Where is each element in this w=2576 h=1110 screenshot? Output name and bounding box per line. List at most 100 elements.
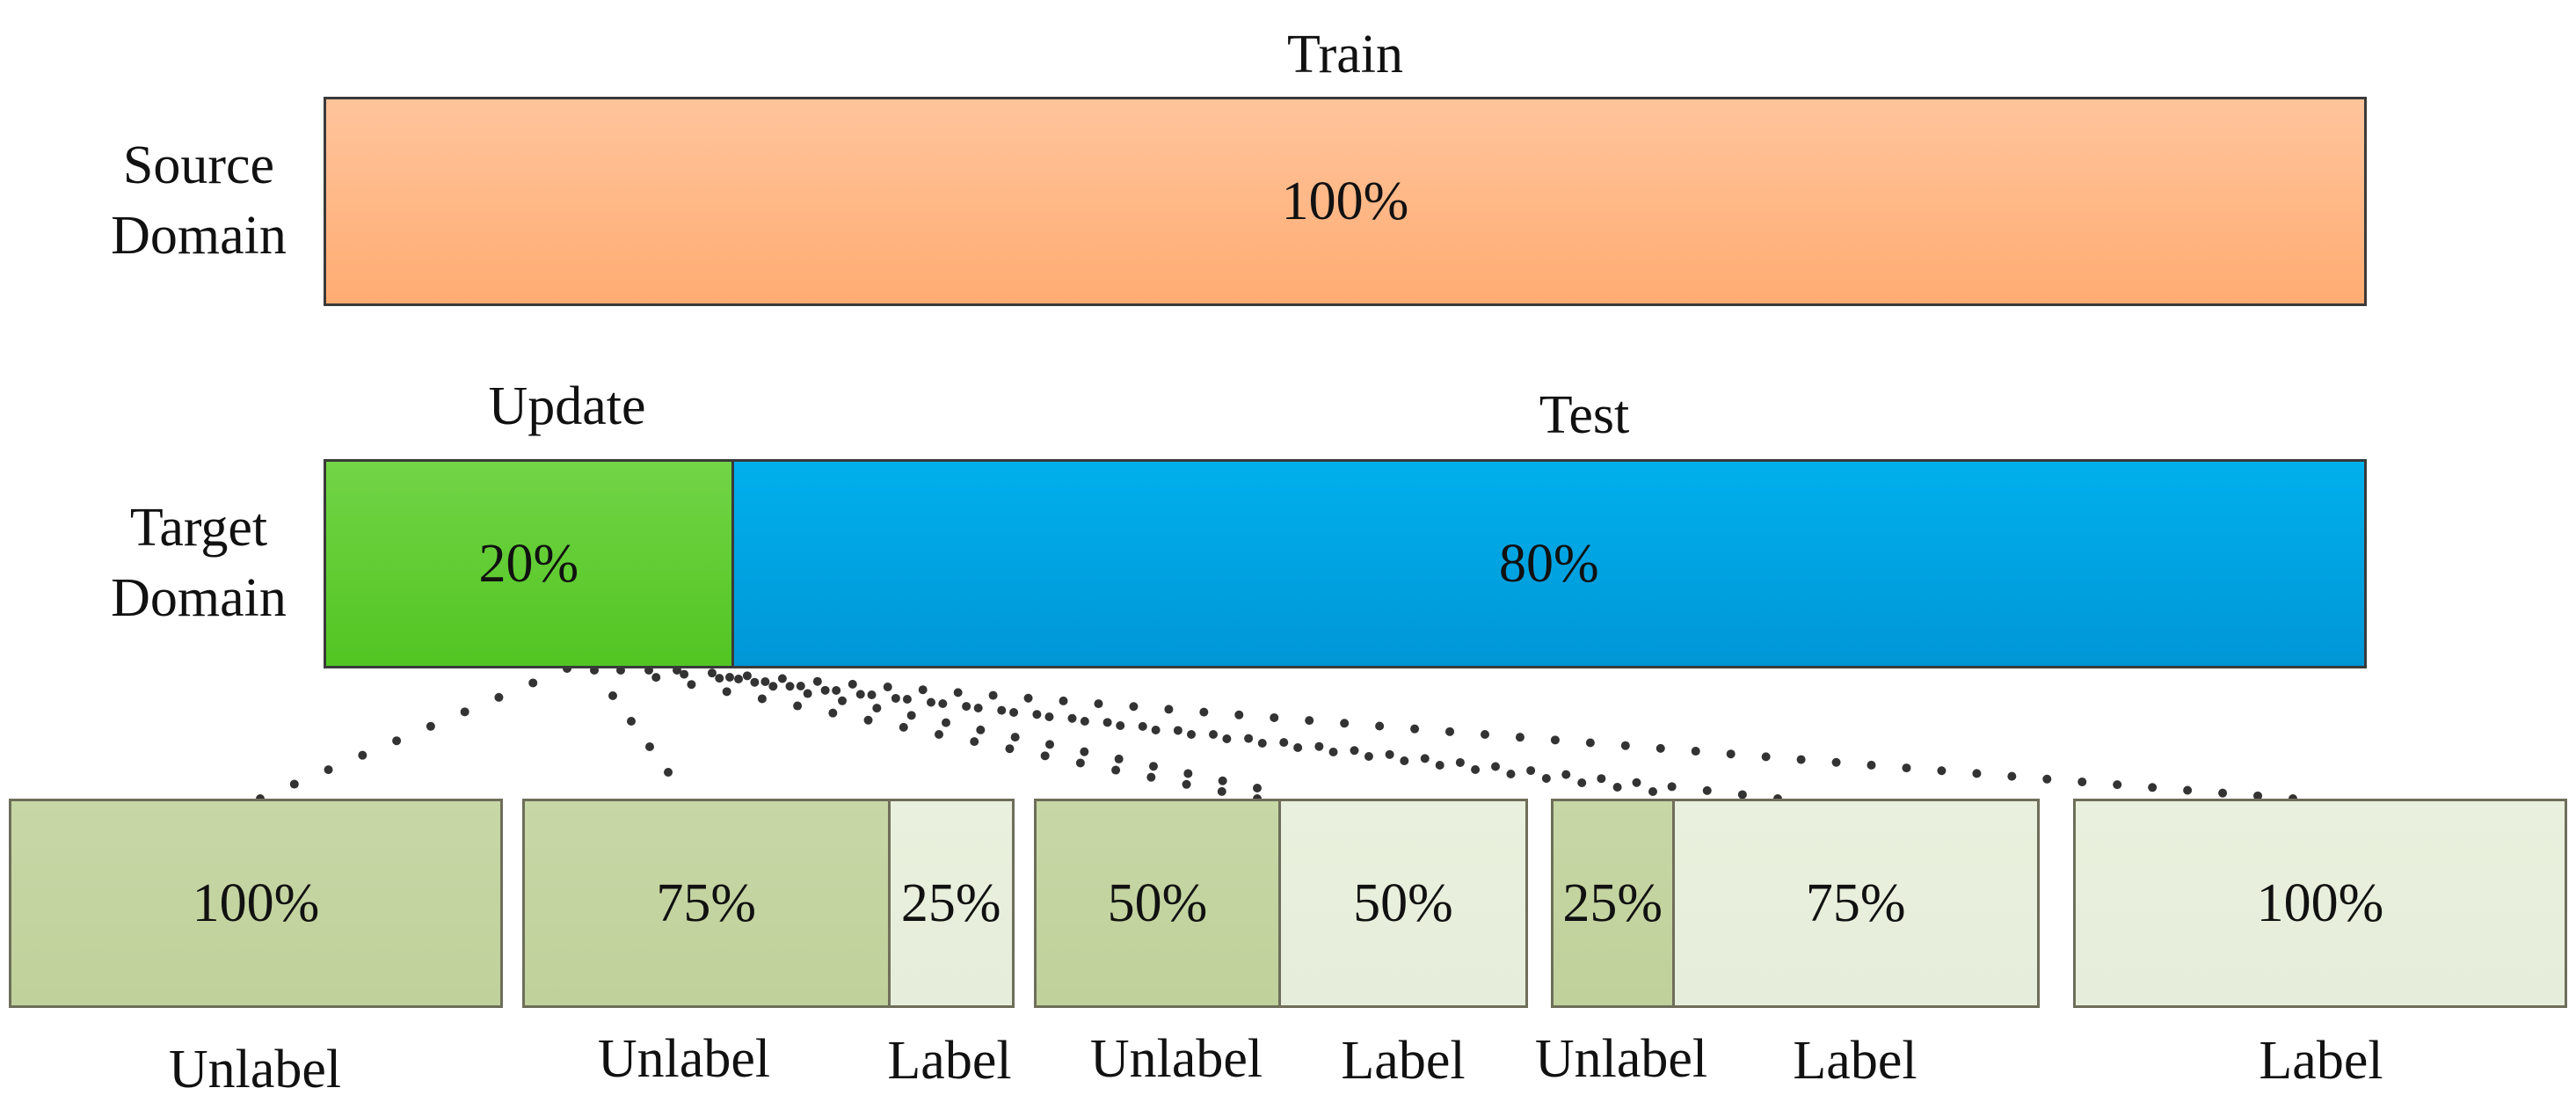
connector-dot [883, 683, 892, 692]
connector-dot [793, 701, 803, 711]
update-segment: 20% [326, 462, 734, 666]
target-domain-label: Target Domain [67, 493, 331, 633]
connector-dot [906, 711, 916, 720]
caption-unlabel-2: Unlabel [597, 1029, 771, 1089]
unlabel-segment: 75% [525, 801, 891, 1005]
label-segment: 75% [1674, 801, 2037, 1005]
connector-dot [1385, 749, 1394, 759]
connector-dot [734, 675, 743, 683]
connector-dot [1445, 727, 1455, 736]
connector-dot [953, 688, 963, 697]
connector-dot [1550, 735, 1560, 745]
connector-dot [976, 725, 986, 734]
connector-dot [1340, 719, 1350, 728]
connector-dot [1328, 748, 1338, 756]
connector-dot [1032, 710, 1042, 719]
unlabel-value: 100% [192, 873, 320, 933]
connector-dot [1244, 734, 1254, 743]
connector-dot [803, 689, 812, 698]
connector-dot [1937, 766, 1947, 776]
connector-dot [2113, 780, 2122, 790]
connector-dot [358, 750, 367, 760]
connector-dot [608, 691, 617, 700]
unlabel-value: 75% [656, 873, 757, 933]
connector-dot [2007, 771, 2017, 781]
split-box-1: 100% [9, 799, 503, 1008]
target-domain-label-line2: Domain [111, 568, 287, 628]
connector-dot [768, 682, 778, 691]
connector-dot [1796, 755, 1806, 764]
connector-dot [1146, 772, 1156, 782]
connector-dot [1173, 726, 1182, 735]
connector-dot [1726, 749, 1736, 759]
connector-dot [494, 692, 504, 702]
connector-dot [1831, 757, 1841, 767]
connector-dot [1164, 705, 1174, 714]
connector-dot [1138, 721, 1147, 731]
unlabel-segment: 50% [1037, 801, 1281, 1005]
connector-dot [1023, 693, 1033, 703]
connector-dot [1080, 747, 1089, 756]
connector-dot [973, 704, 983, 712]
connector-dot [820, 685, 830, 695]
connector-dot [722, 687, 731, 697]
source-domain-label-line2: Domain [111, 206, 287, 266]
connector-dot [2253, 791, 2263, 800]
connector-dot [848, 679, 857, 689]
connector-dot [687, 680, 696, 690]
connector-dot [838, 696, 847, 705]
label-segment: 100% [2076, 801, 2565, 1005]
connector-dot [1183, 769, 1193, 778]
connector-dot [1420, 754, 1430, 763]
connector-dot [1761, 752, 1771, 762]
connector-dot [664, 768, 673, 777]
connector-dot [1009, 708, 1019, 717]
connector-dot [1116, 721, 1125, 730]
connector-dot [1585, 738, 1595, 748]
label-segment: 50% [1281, 801, 1525, 1005]
connector-dot [1080, 717, 1089, 726]
connector-dot [528, 678, 538, 688]
unlabel-segment: 25% [1554, 801, 1675, 1005]
connector-dot [1270, 712, 1279, 722]
source-train-bar: 100% [324, 97, 2367, 306]
connector-dot [324, 765, 333, 775]
connector-dot [1067, 713, 1077, 723]
connector-dot [1293, 743, 1303, 752]
connector-dot [2042, 774, 2052, 784]
connector-dot [1182, 779, 1191, 789]
test-value: 80% [1498, 533, 1599, 594]
connector-dot [680, 669, 689, 679]
caption-label-5: Label [2259, 1031, 2383, 1091]
connector-dot [1222, 734, 1232, 743]
connector-dot [899, 722, 908, 732]
connector-dot [1114, 754, 1124, 763]
connector-dot [2183, 785, 2193, 795]
connector-dot [1577, 778, 1587, 787]
connector-dot [1151, 726, 1161, 734]
connector-dot [2078, 777, 2087, 786]
connector-dot [1044, 712, 1054, 721]
connector-dot [1620, 741, 1630, 750]
test-label: Test [1539, 385, 1630, 445]
connector-dot [1045, 740, 1054, 749]
connector-dot [777, 674, 787, 683]
connector-dot [1471, 765, 1481, 774]
connector-dot [1364, 752, 1373, 761]
connector-dot [1253, 784, 1262, 792]
split-box-4: 25% 75% [1551, 799, 2040, 1008]
connector-dot [1305, 716, 1314, 726]
connector-dot [1187, 730, 1196, 739]
connector-dot [1350, 746, 1359, 756]
connector-dot [796, 682, 805, 690]
source-train-value: 100% [1281, 171, 1409, 231]
connector-dot [1111, 765, 1121, 775]
connector-dot [828, 708, 838, 718]
caption-label-2: Label [887, 1031, 1012, 1091]
connector-dot [1314, 741, 1324, 751]
connector-dot [935, 730, 943, 739]
connector-dot [1410, 724, 1420, 734]
connector-dot [1515, 733, 1524, 742]
connector-dot [760, 677, 770, 686]
caption-unlabel-4: Unlabel [1534, 1029, 1708, 1089]
